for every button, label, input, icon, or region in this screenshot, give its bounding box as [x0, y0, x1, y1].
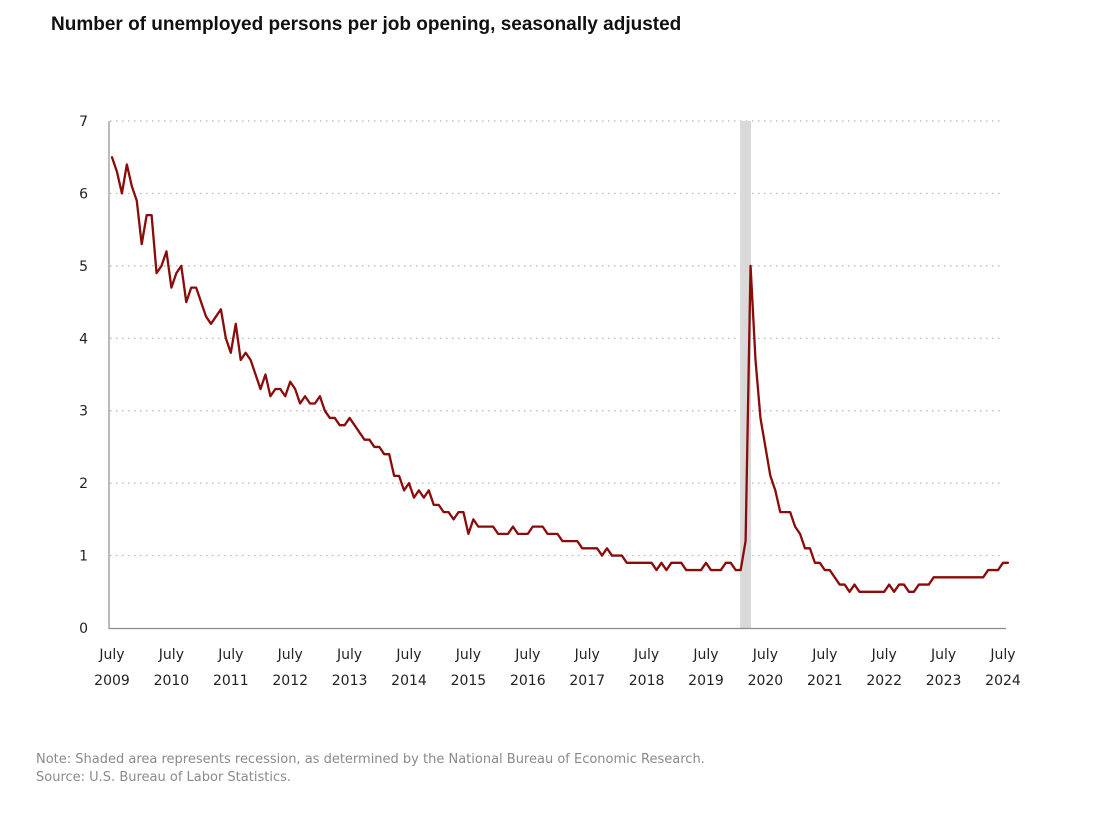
y-tick-label: 7	[79, 114, 88, 130]
y-tick-labels: 0 1 2 3 4 5 6 7	[79, 114, 88, 637]
recession-shading	[740, 121, 752, 628]
x-tick-month-label: July	[98, 647, 124, 663]
series-line	[110, 156, 1010, 593]
recession-note: Note: Shaded area represents recession, …	[36, 752, 705, 767]
x-tick-year-label: 2011	[213, 673, 249, 689]
axes	[108, 121, 1006, 630]
x-tick-month-label: July	[514, 647, 540, 663]
x-tick-year-label: 2010	[154, 673, 190, 689]
x-tick-year-label: 2014	[391, 673, 427, 689]
x-tick-year-label: 2019	[688, 673, 724, 689]
source-note: Source: U.S. Bureau of Labor Statistics.	[36, 770, 291, 785]
series-lines	[110, 156, 1010, 593]
recession-band	[740, 121, 752, 628]
y-tick-label: 2	[79, 476, 88, 492]
x-tick-year-label: 2013	[332, 673, 368, 689]
x-tick-month-label: July	[692, 647, 718, 663]
x-tick-year-label: 2022	[866, 673, 902, 689]
x-tick-month-label: July	[395, 647, 421, 663]
x-tick-year-label: 2021	[807, 673, 843, 689]
y-tick-label: 3	[79, 404, 88, 420]
x-tick-month-label: July	[336, 647, 362, 663]
gridlines	[110, 120, 1003, 557]
x-tick-month-label: July	[455, 647, 481, 663]
x-tick-month-label: July	[217, 647, 243, 663]
x-tick-month-label: July	[574, 647, 600, 663]
x-tick-year-label: 2012	[272, 673, 308, 689]
y-tick-label: 1	[79, 549, 88, 565]
x-tick-year-label: 2023	[926, 673, 962, 689]
y-tick-label: 4	[79, 331, 88, 347]
x-tick-year-label: 2009	[94, 673, 130, 689]
x-tick-month-label: July	[989, 647, 1015, 663]
x-tick-month-label: July	[811, 647, 837, 663]
x-tick-month-label: July	[871, 647, 897, 663]
x-tick-year-label: 2024	[985, 673, 1021, 689]
x-tick-month-label: July	[752, 647, 778, 663]
x-tick-year-label: 2020	[748, 673, 784, 689]
x-tick-labels: July 2009 July 2010 July 2011 July 2012 July 2013…	[94, 647, 1021, 689]
x-tick-month-label: July	[633, 647, 659, 663]
x-tick-month-label: July	[277, 647, 303, 663]
x-tick-year-label: 2018	[629, 673, 665, 689]
chart-title: Number of unemployed persons per job ope…	[51, 14, 682, 35]
x-tick-year-label: 2017	[569, 673, 605, 689]
y-tick-label: 5	[79, 259, 88, 275]
y-tick-label: 6	[79, 186, 88, 202]
x-tick-year-label: 2015	[451, 673, 487, 689]
x-tick-month-label: July	[158, 647, 184, 663]
x-tick-month-label: July	[930, 647, 956, 663]
x-tick-year-label: 2016	[510, 673, 546, 689]
y-tick-label: 0	[79, 621, 88, 637]
